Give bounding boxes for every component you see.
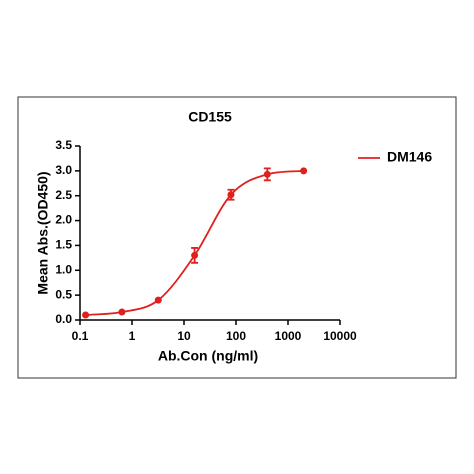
fit-curve xyxy=(85,169,304,316)
data-point xyxy=(154,296,162,304)
y-axis-label: Mean Abs.(OD450) xyxy=(35,171,51,294)
chart-title: CD155 xyxy=(188,109,232,125)
y-tick-label: 1.5 xyxy=(55,238,72,252)
x-tick-label: 10 xyxy=(177,329,191,343)
x-tick-label: 1000 xyxy=(275,329,302,343)
x-tick-label: 1 xyxy=(129,329,136,343)
data-point xyxy=(191,251,199,259)
y-tick-label: 3.0 xyxy=(55,163,72,177)
x-axis-label: Ab.Con (ng/ml) xyxy=(158,348,258,364)
x-tick-label: 10000 xyxy=(323,329,357,343)
y-tick-label: 0.5 xyxy=(55,287,72,301)
data-point xyxy=(300,167,308,175)
data-point xyxy=(263,170,271,178)
data-point xyxy=(227,191,235,199)
x-tick-label: 0.1 xyxy=(72,329,89,343)
data-point xyxy=(82,311,90,319)
data-point xyxy=(118,308,126,316)
y-tick-label: 1.0 xyxy=(55,262,72,276)
y-tick-label: 0.0 xyxy=(55,312,72,326)
x-tick-label: 100 xyxy=(226,329,246,343)
frame xyxy=(17,96,457,379)
y-tick-label: 3.5 xyxy=(55,138,72,152)
y-tick-label: 2.0 xyxy=(55,213,72,227)
legend-label: DM146 xyxy=(387,149,432,165)
y-tick-label: 2.5 xyxy=(55,188,72,202)
